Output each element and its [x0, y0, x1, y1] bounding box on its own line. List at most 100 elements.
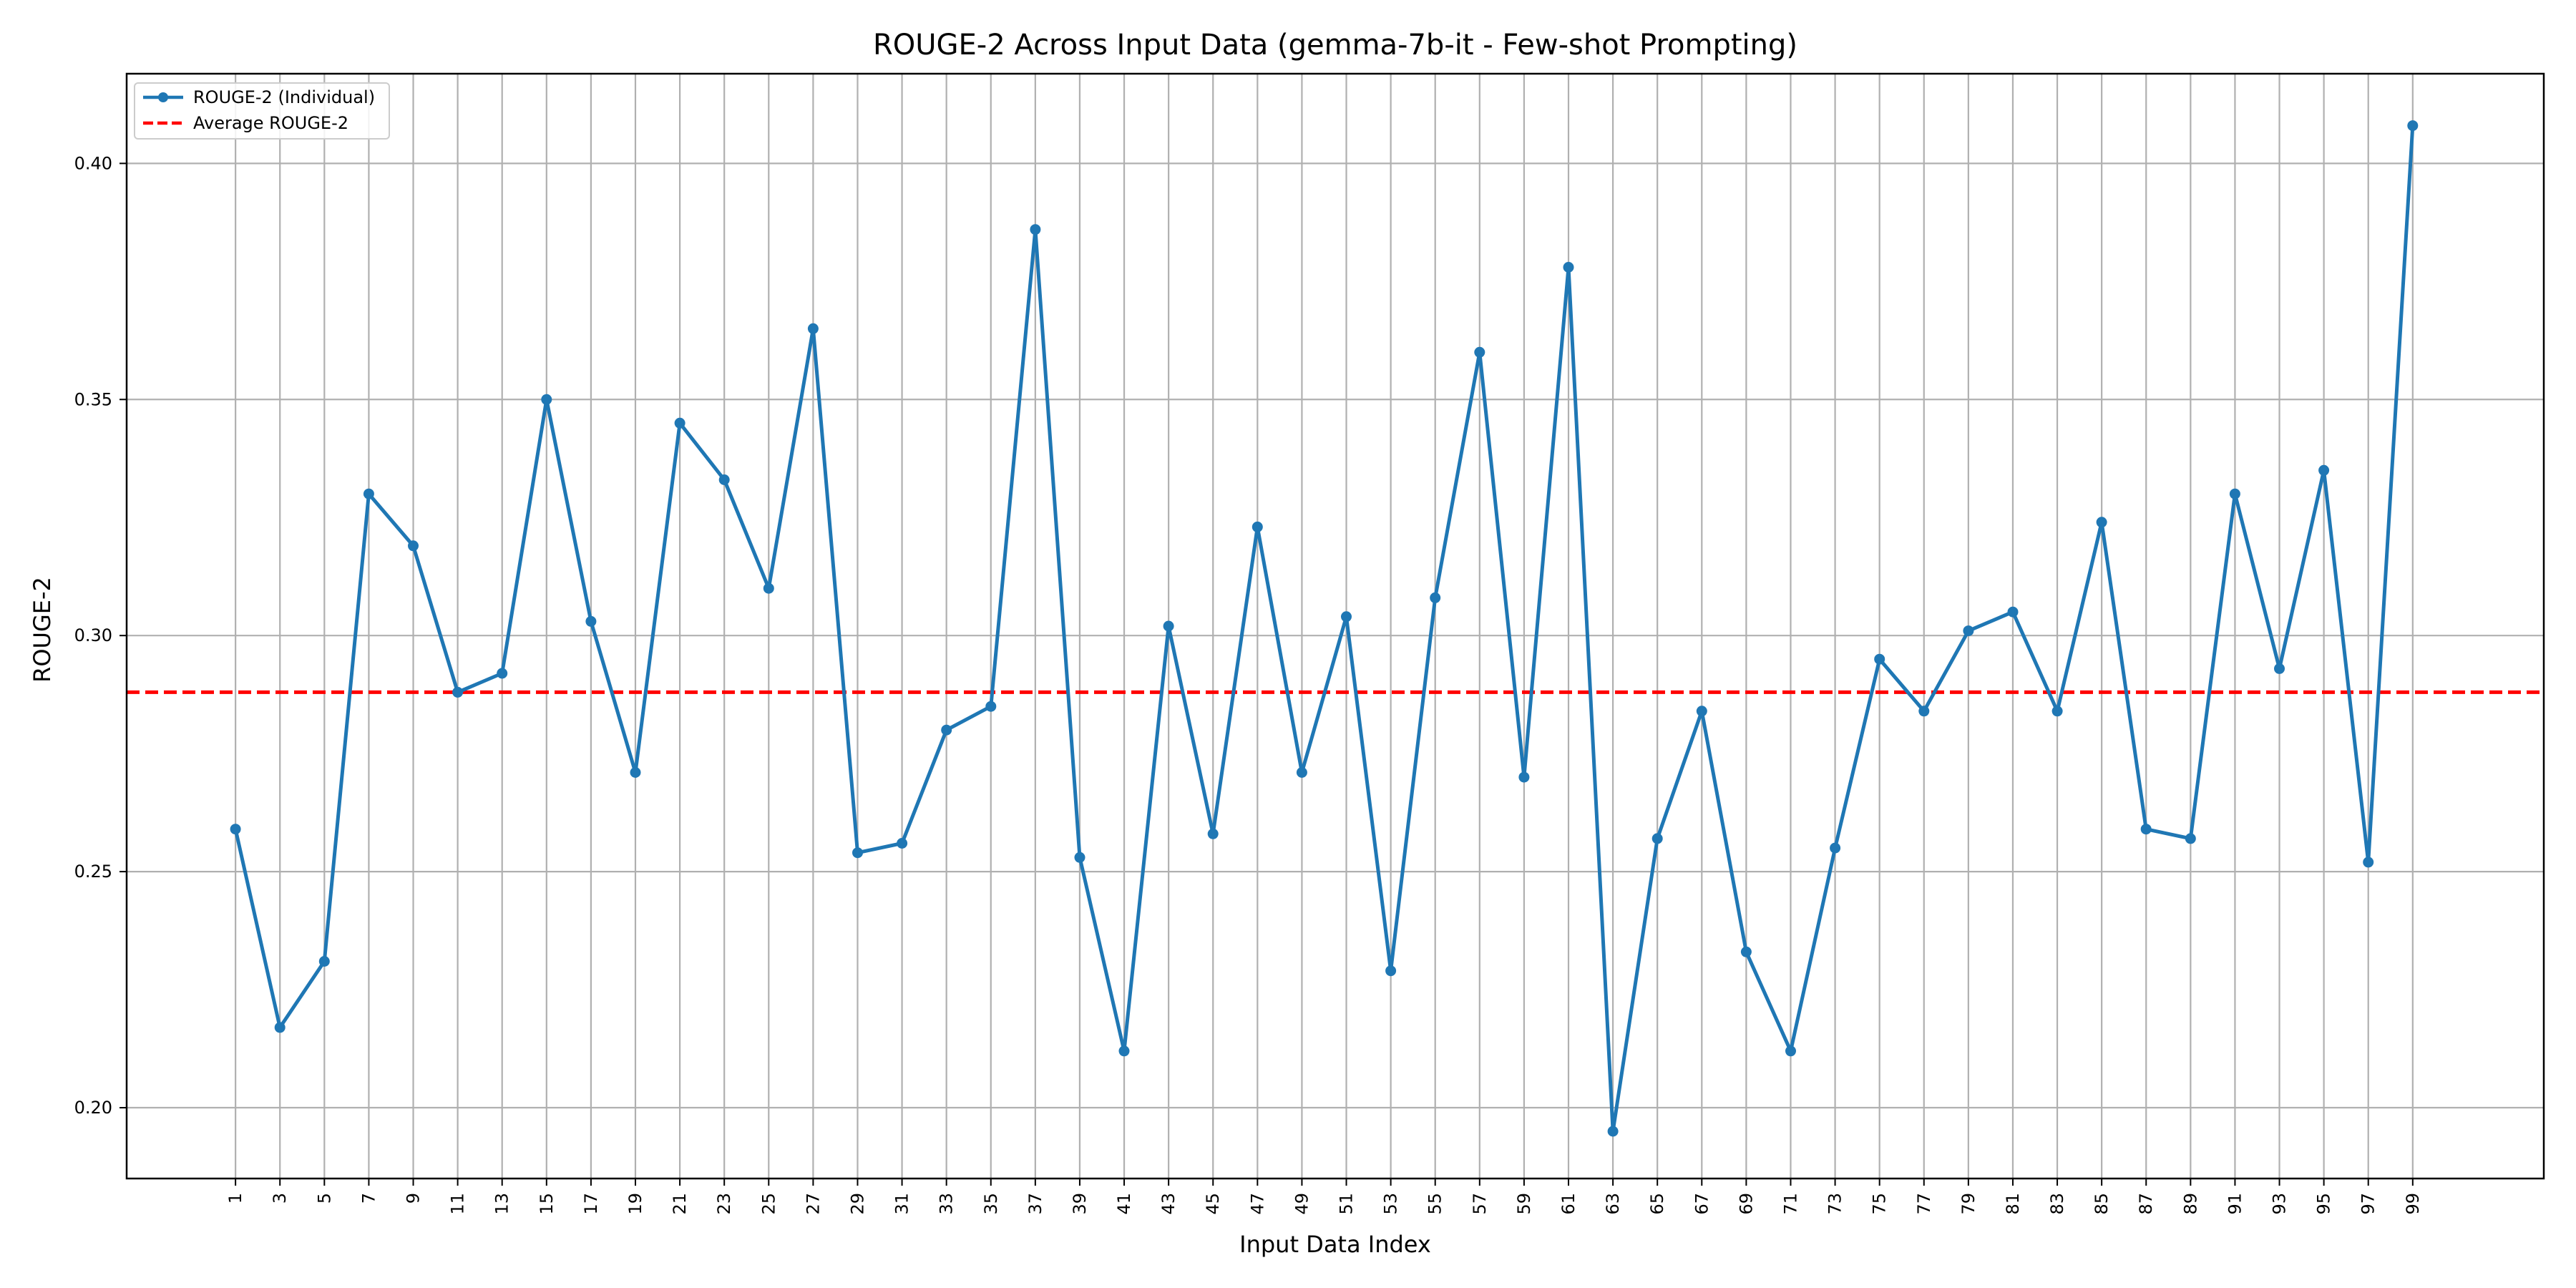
data-point	[2274, 663, 2285, 674]
x-tick-label: 47	[1247, 1193, 1267, 1215]
x-tick-label: 83	[2047, 1193, 2067, 1215]
x-tick-label: 29	[847, 1193, 867, 1215]
x-tick-labels: 1 3 5 7 9 11 13 15 17 19 21 23 25 27 29 31 33 35 37 39 41 43 4…	[225, 1193, 2423, 1215]
legend-marker-individual	[158, 92, 168, 102]
x-tick-label: 7	[358, 1193, 379, 1204]
data-point	[941, 724, 952, 736]
x-tick-label: 19	[625, 1193, 645, 1215]
data-point	[1474, 346, 1485, 358]
data-point	[1030, 224, 1041, 235]
data-point	[1163, 620, 1174, 632]
y-tick-label: 0.35	[74, 389, 112, 409]
data-point	[585, 615, 597, 627]
x-tick-label: 35	[981, 1193, 1001, 1215]
x-tick-label: 15	[537, 1193, 557, 1215]
data-point	[1207, 828, 1219, 839]
data-point	[674, 417, 686, 429]
data-point	[1874, 653, 1885, 665]
x-tick-label: 57	[1470, 1193, 1490, 1215]
data-point	[1385, 965, 1397, 977]
y-tick-labels: 0.20 0.25 0.30 0.35 0.40	[74, 153, 112, 1118]
data-point	[2185, 833, 2196, 844]
legend-label-average: Average ROUGE-2	[193, 113, 348, 133]
data-point	[1607, 1126, 1619, 1137]
x-tick-label: 9	[404, 1193, 424, 1204]
x-tick-label: 79	[1958, 1193, 1979, 1215]
x-tick-label: 59	[1514, 1193, 1534, 1215]
data-point	[541, 394, 552, 405]
x-tick-label: 49	[1292, 1193, 1312, 1215]
data-point	[718, 474, 730, 485]
x-tick-label: 77	[1914, 1193, 1934, 1215]
data-point	[897, 838, 908, 849]
y-tick-label: 0.40	[74, 153, 112, 173]
y-tick-label: 0.30	[74, 625, 112, 645]
data-point	[1252, 521, 1263, 532]
data-point	[852, 847, 863, 859]
x-tick-label: 27	[803, 1193, 823, 1215]
data-point	[2229, 488, 2240, 499]
x-tick-label: 87	[2136, 1193, 2156, 1215]
x-tick-label: 65	[1647, 1193, 1667, 1215]
data-point	[408, 540, 419, 552]
x-tick-label: 73	[1825, 1193, 1845, 1215]
x-tick-label: 45	[1203, 1193, 1223, 1215]
x-tick-label: 43	[1158, 1193, 1179, 1215]
data-point	[230, 824, 241, 835]
data-point	[1118, 1045, 1130, 1057]
x-tick-label: 71	[1780, 1193, 1800, 1215]
y-tick-label: 0.20	[74, 1098, 112, 1118]
data-point	[630, 767, 641, 778]
x-tick-label: 85	[2092, 1193, 2112, 1215]
x-tick-label: 13	[492, 1193, 512, 1215]
data-point	[2407, 120, 2419, 132]
data-point	[1696, 706, 1707, 717]
data-point	[1074, 852, 1085, 863]
x-tick-label: 75	[1870, 1193, 1890, 1215]
data-point	[1785, 1045, 1796, 1057]
y-axis-label: ROUGE-2	[29, 577, 56, 683]
data-point	[1830, 842, 1841, 854]
legend: ROUGE-2 (Individual) Average ROUGE-2	[134, 82, 390, 140]
x-tick-label: 21	[670, 1193, 690, 1215]
data-point	[1341, 611, 1352, 623]
data-point	[807, 323, 819, 334]
x-tick-label: 99	[2403, 1193, 2423, 1215]
data-point	[763, 582, 774, 594]
data-point	[363, 488, 374, 499]
x-tick-label: 41	[1114, 1193, 1134, 1215]
x-tick-label: 3	[270, 1193, 290, 1204]
x-tick-label: 69	[1736, 1193, 1756, 1215]
data-point	[985, 701, 997, 712]
data-point	[1563, 262, 1574, 273]
data-point	[1518, 771, 1530, 783]
data-point	[2363, 857, 2374, 868]
data-point	[2007, 606, 2019, 618]
x-tick-label: 55	[1425, 1193, 1445, 1215]
x-tick-label: 67	[1692, 1193, 1712, 1215]
legend-box	[134, 82, 390, 140]
axis-ticks	[119, 162, 2414, 1186]
x-tick-label: 51	[1337, 1193, 1357, 1215]
data-point	[2318, 464, 2330, 476]
x-tick-label: 17	[581, 1193, 601, 1215]
data-point	[1430, 592, 1441, 603]
x-tick-label: 91	[2225, 1193, 2245, 1215]
x-tick-label: 97	[2358, 1193, 2379, 1215]
grid-lines	[127, 74, 2544, 1179]
data-point	[1918, 706, 1930, 717]
x-tick-label: 61	[1558, 1193, 1579, 1215]
data-point	[1740, 946, 1752, 957]
data-point	[2096, 517, 2107, 528]
chart-title: ROUGE-2 Across Input Data (gemma-7b-it -…	[873, 29, 1797, 62]
x-tick-label: 1	[225, 1193, 245, 1204]
x-tick-label: 31	[892, 1193, 912, 1215]
data-point	[1963, 625, 1974, 637]
data-point	[318, 956, 330, 967]
x-tick-label: 5	[314, 1193, 334, 1204]
data-point	[274, 1022, 286, 1033]
x-tick-label: 89	[2180, 1193, 2200, 1215]
data-point	[1296, 767, 1307, 778]
x-tick-label: 25	[758, 1193, 779, 1215]
